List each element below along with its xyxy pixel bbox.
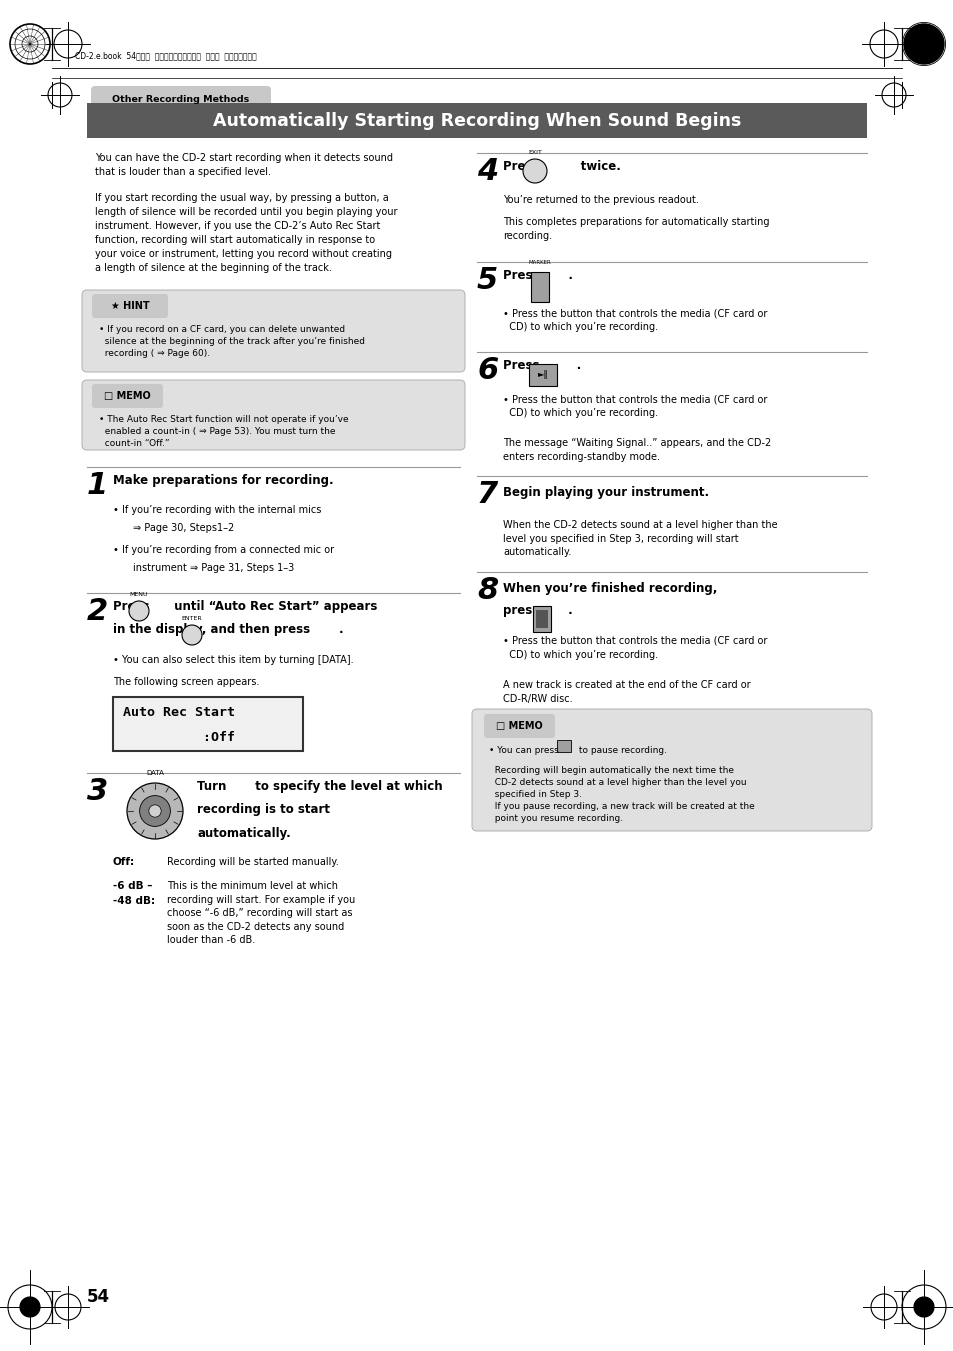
Text: Make preparations for recording.: Make preparations for recording. (112, 474, 334, 486)
Text: □ MEMO: □ MEMO (496, 721, 542, 731)
Circle shape (149, 805, 161, 817)
Text: When the CD-2 detects sound at a level higher than the
level you specified in St: When the CD-2 detects sound at a level h… (502, 520, 777, 557)
Text: If you pause recording, a new track will be created at the
  point you resume re: If you pause recording, a new track will… (489, 802, 754, 823)
Text: Turn       to specify the level at which: Turn to specify the level at which (196, 780, 442, 793)
Text: Other Recording Methods: Other Recording Methods (112, 96, 250, 104)
Text: MARKER: MARKER (528, 259, 551, 265)
FancyBboxPatch shape (82, 380, 464, 450)
Text: Press       .: Press . (502, 269, 573, 282)
Text: ►‖: ►‖ (537, 370, 548, 380)
FancyBboxPatch shape (91, 295, 168, 317)
Circle shape (20, 1297, 40, 1317)
Bar (87, 103, 866, 138)
Circle shape (127, 784, 183, 839)
Text: -6 dB –
-48 dB:: -6 dB – -48 dB: (112, 881, 155, 905)
Text: When you’re finished recording,: When you’re finished recording, (502, 582, 717, 594)
Text: automatically.: automatically. (196, 827, 291, 840)
Text: recording is to start: recording is to start (196, 802, 330, 816)
Circle shape (913, 1297, 933, 1317)
Text: 3: 3 (87, 777, 108, 807)
Text: Off:: Off: (112, 857, 135, 867)
Text: EXIT: EXIT (528, 150, 541, 155)
Text: • Press the button that controls the media (CF card or
  CD) to which you’re rec: • Press the button that controls the med… (502, 394, 766, 417)
Circle shape (903, 24, 943, 63)
Text: Recording will begin automatically the next time the
  CD-2 detects sound at a l: Recording will begin automatically the n… (489, 766, 746, 798)
Text: This is the minimum level at which
recording will start. For example if you
choo: This is the minimum level at which recor… (167, 881, 355, 946)
Text: press       .: press . (502, 604, 572, 617)
Bar (536, 611, 547, 628)
Text: You can have the CD-2 start recording when it detects sound
that is louder than : You can have the CD-2 start recording wh… (95, 153, 393, 177)
Text: • Press the button that controls the media (CF card or
  CD) to which you’re rec: • Press the button that controls the med… (502, 636, 766, 659)
Text: CD-2.e.book  54ページ  ２００５年２月２０日  日曜日  午後４時２８分: CD-2.e.book 54ページ ２００５年２月２０日 日曜日 午後４時２８分 (75, 51, 256, 61)
Bar (533, 607, 551, 632)
Text: Press          twice.: Press twice. (502, 159, 620, 173)
Text: The message “Waiting Signal..” appears, and the CD-2
enters recording-standby mo: The message “Waiting Signal..” appears, … (502, 438, 770, 462)
Text: Auto Rec Start: Auto Rec Start (123, 707, 234, 719)
Text: 7: 7 (476, 480, 497, 509)
FancyBboxPatch shape (91, 384, 163, 408)
Text: 6: 6 (476, 357, 497, 385)
Bar (531, 272, 548, 303)
Text: ★ HINT: ★ HINT (111, 301, 150, 311)
Text: 4: 4 (476, 157, 497, 186)
Text: 54: 54 (87, 1288, 110, 1306)
Text: This completes preparations for automatically starting
recording.: This completes preparations for automati… (502, 218, 769, 240)
Circle shape (129, 601, 149, 621)
Text: • If you’re recording from a connected mic or: • If you’re recording from a connected m… (112, 544, 334, 555)
Circle shape (522, 159, 546, 182)
FancyBboxPatch shape (472, 709, 871, 831)
Text: Recording will be started manually.: Recording will be started manually. (167, 857, 338, 867)
Text: • Press the button that controls the media (CF card or
  CD) to which you’re rec: • Press the button that controls the med… (502, 308, 766, 331)
Text: A new track is created at the end of the CF card or
CD-R/RW disc.: A new track is created at the end of the… (502, 680, 750, 704)
Text: • The Auto Rec Start function will not operate if you’ve
  enabled a count-in ( : • The Auto Rec Start function will not o… (99, 415, 348, 447)
Text: The following screen appears.: The following screen appears. (112, 677, 259, 688)
FancyBboxPatch shape (483, 713, 555, 738)
Text: :Off: :Off (123, 731, 234, 744)
Text: instrument ⇒ Page 31, Steps 1–3: instrument ⇒ Page 31, Steps 1–3 (132, 563, 294, 573)
Text: □ MEMO: □ MEMO (104, 390, 151, 401)
Circle shape (139, 796, 171, 827)
Text: ⇒ Page 30, Steps1–2: ⇒ Page 30, Steps1–2 (132, 523, 234, 534)
Text: Automatically Starting Recording When Sound Begins: Automatically Starting Recording When So… (213, 112, 740, 130)
Text: • You can press       to pause recording.: • You can press to pause recording. (489, 746, 666, 755)
Text: Press      until “Auto Rec Start” appears: Press until “Auto Rec Start” appears (112, 600, 377, 613)
Text: Press         .: Press . (502, 359, 580, 372)
Text: 8: 8 (476, 576, 497, 605)
Text: 1: 1 (87, 471, 108, 500)
Text: Begin playing your instrument.: Begin playing your instrument. (502, 486, 708, 499)
Text: You’re returned to the previous readout.: You’re returned to the previous readout. (502, 195, 699, 205)
Circle shape (182, 626, 202, 644)
Text: MENU: MENU (130, 592, 148, 597)
Text: 2: 2 (87, 597, 108, 626)
Text: • If you record on a CF card, you can delete unwanted
  silence at the beginning: • If you record on a CF card, you can de… (99, 326, 365, 358)
Text: 5: 5 (476, 266, 497, 295)
Bar (112, 697, 303, 751)
FancyBboxPatch shape (82, 290, 464, 372)
Bar (529, 363, 557, 386)
Text: ENTER: ENTER (181, 616, 202, 621)
Bar (557, 740, 571, 753)
Text: If you start recording the usual way, by pressing a button, a
length of silence : If you start recording the usual way, by… (95, 193, 397, 273)
Text: • You can also select this item by turning [DATA].: • You can also select this item by turni… (112, 655, 354, 665)
Text: • If you’re recording with the internal mics: • If you’re recording with the internal … (112, 505, 321, 515)
Text: in the display, and then press       .: in the display, and then press . (112, 623, 343, 636)
Text: DATA: DATA (146, 770, 164, 775)
FancyBboxPatch shape (91, 86, 271, 113)
